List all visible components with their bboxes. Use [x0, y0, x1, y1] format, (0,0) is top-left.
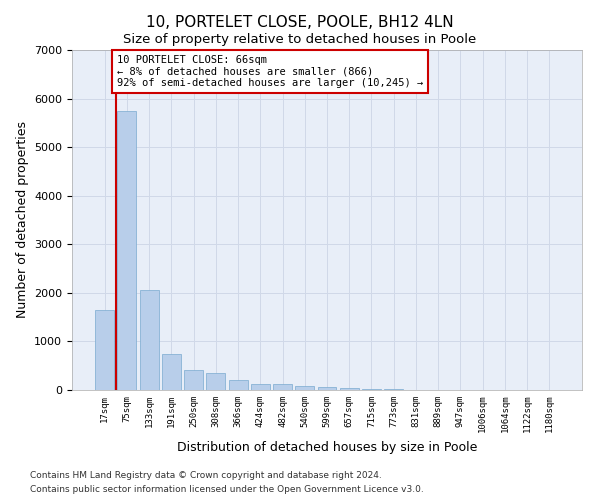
Text: 10, PORTELET CLOSE, POOLE, BH12 4LN: 10, PORTELET CLOSE, POOLE, BH12 4LN [146, 15, 454, 30]
Bar [118, 110, 136, 390]
Y-axis label: Number of detached properties: Number of detached properties [16, 122, 29, 318]
X-axis label: Distribution of detached houses by size in Poole: Distribution of detached houses by size … [177, 441, 477, 454]
Bar [140, 290, 158, 390]
Text: 10 PORTELET CLOSE: 66sqm
← 8% of detached houses are smaller (866)
92% of semi-d: 10 PORTELET CLOSE: 66sqm ← 8% of detache… [117, 55, 423, 88]
Bar [317, 387, 337, 390]
Bar [362, 388, 381, 390]
Bar [184, 370, 203, 390]
Bar [229, 380, 248, 390]
Bar [340, 388, 359, 390]
Bar [95, 310, 114, 390]
Bar [273, 384, 292, 390]
Text: Contains public sector information licensed under the Open Government Licence v3: Contains public sector information licen… [30, 486, 424, 494]
Bar [162, 354, 181, 390]
Text: Contains HM Land Registry data © Crown copyright and database right 2024.: Contains HM Land Registry data © Crown c… [30, 470, 382, 480]
Bar [206, 373, 225, 390]
Text: Size of property relative to detached houses in Poole: Size of property relative to detached ho… [124, 32, 476, 46]
Bar [295, 386, 314, 390]
Bar [251, 384, 270, 390]
